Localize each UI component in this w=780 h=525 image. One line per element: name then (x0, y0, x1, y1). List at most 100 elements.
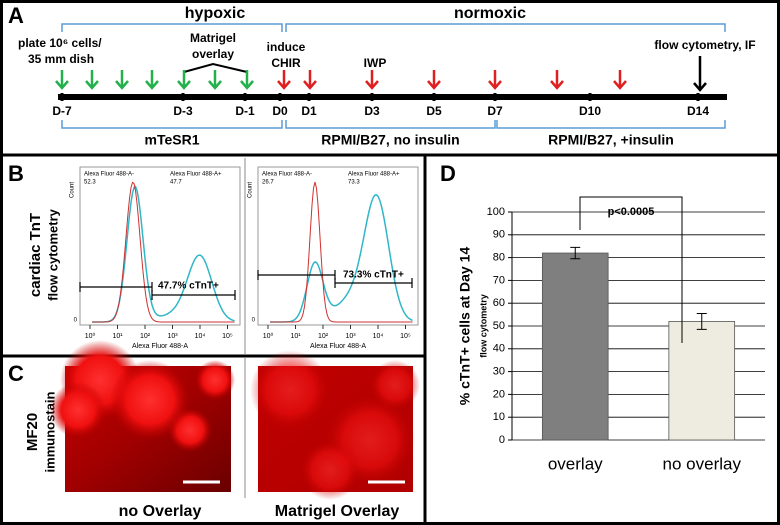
x-tick-label: 10⁰ (85, 332, 96, 340)
y-tick-label: 10 (493, 411, 505, 423)
y-zero: 0 (74, 318, 78, 324)
note: plate 10⁶ cells/ (18, 36, 102, 50)
day-label: D1 (301, 104, 317, 118)
arrow-head (613, 80, 627, 90)
significance-bracket (579, 196, 683, 343)
arrow-head (277, 80, 291, 90)
blob (50, 382, 106, 438)
y-tick-label: 20 (493, 388, 505, 400)
note: CHIR (271, 56, 301, 70)
arrow-head (550, 80, 564, 90)
day-label: D14 (687, 104, 709, 118)
histogram-curve (92, 181, 235, 323)
x-tick-label: 10⁵ (400, 333, 411, 340)
note: flow cytometry, IF (654, 38, 755, 52)
gate-name: Alexa Fluor 488-A+ (348, 172, 400, 178)
panel-label: D (440, 161, 456, 186)
arrow-head (115, 80, 129, 90)
gate-name: Alexa Fluor 488-A- (262, 172, 312, 178)
x-tick-label: 10³ (345, 333, 356, 340)
note: overlay (192, 47, 234, 61)
y-tick-label: 0 (499, 434, 505, 446)
row-label: MF20 (24, 413, 41, 451)
x-axis-label: Alexa Fluor 488-A (132, 343, 188, 350)
x-tick-label: 10² (140, 333, 151, 340)
y-tick-label: 100 (487, 206, 505, 218)
x-tick-label: 10¹ (290, 333, 301, 340)
y-zero: 0 (252, 318, 256, 324)
x-tick-label: 10¹ (112, 333, 123, 340)
note: 35 mm dish (28, 52, 94, 66)
bracket (61, 120, 283, 129)
caption: no Overlay (119, 503, 202, 520)
media-label: mTeSR1 (145, 132, 200, 148)
gate-label: 73.3% cTnT+ (343, 270, 404, 281)
media-label: RPMI/B27, no insulin (321, 132, 459, 148)
arrow-head (303, 80, 317, 90)
x-axis-label: Alexa Fluor 488-A (310, 343, 366, 350)
day-label: D-3 (173, 104, 193, 118)
caption: Matrigel Overlay (275, 503, 400, 520)
blob (300, 440, 360, 500)
arrow-head (85, 80, 99, 90)
gate-value: 47.7 (170, 180, 182, 186)
blob (370, 360, 420, 410)
gate-value: 26.7 (262, 180, 274, 186)
bracket (496, 120, 726, 129)
y-tick-label: 80 (493, 252, 505, 264)
bracket (285, 23, 726, 32)
x-tick-label: 10⁰ (263, 332, 274, 340)
gate-value: 52.3 (84, 180, 96, 186)
x-tick-label: overlay (548, 454, 603, 473)
arrow-head (365, 80, 379, 90)
arrow-head (488, 80, 502, 90)
arrow-head (427, 80, 441, 90)
overlay-bracket (183, 62, 248, 73)
note: induce (267, 40, 306, 54)
gate-name: Alexa Fluor 488-A- (84, 172, 134, 178)
row-label: cardiac TnT (27, 213, 44, 297)
annotation: p<0.0005 (608, 206, 655, 218)
y-axis-label: % cTnT+ cells at Day 14 (457, 247, 473, 406)
phase-label: normoxic (454, 5, 526, 22)
panel-label: B (8, 161, 24, 186)
y-axis-label: Count (248, 182, 254, 198)
y-tick-label: 30 (493, 366, 505, 378)
x-tick-label: 10⁴ (373, 333, 384, 340)
bar (668, 321, 736, 441)
plot-frame (257, 166, 419, 326)
y-axis-label: Count (70, 182, 76, 198)
error-bar (570, 246, 581, 260)
day-label: D-7 (52, 104, 72, 118)
gate-label: 47.7% cTnT+ (158, 281, 219, 292)
bracket (61, 23, 283, 32)
histogram-curve (270, 193, 413, 323)
x-tick-label: no overlay (663, 454, 742, 473)
row-label: flow cytometry (45, 208, 60, 301)
arrow-head (145, 80, 159, 90)
bracket (285, 120, 496, 129)
day-label: D0 (272, 104, 288, 118)
day-label: D3 (364, 104, 380, 118)
media-label: RPMI/B27, +insulin (548, 132, 674, 148)
y-tick-label: 40 (493, 343, 505, 355)
arrow-head (177, 80, 191, 90)
panel-label: A (8, 3, 24, 28)
histogram-curve (270, 181, 413, 323)
arrow-head (693, 82, 707, 92)
x-tick-label: 10⁵ (222, 333, 233, 340)
x-tick-label: 10⁴ (195, 333, 206, 340)
error-bar (696, 312, 707, 330)
y-axis-sublabel: flow cytometry (478, 294, 488, 358)
phase-label: hypoxic (185, 5, 246, 22)
day-label: D10 (579, 104, 601, 118)
note: IWP (364, 56, 387, 70)
blob (195, 360, 235, 400)
blob (110, 360, 190, 440)
plot-frame (79, 166, 241, 326)
arrow-head (240, 80, 254, 90)
x-tick-label: 10² (318, 333, 329, 340)
